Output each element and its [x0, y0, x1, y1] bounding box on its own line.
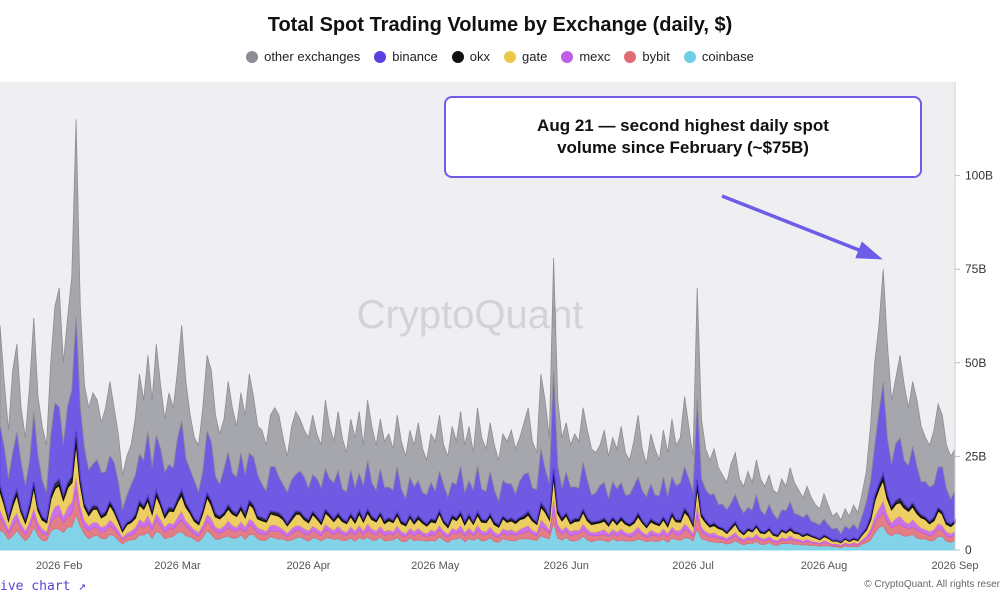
legend: other exchanges binance okx gate mexc bybit co… — [0, 49, 1000, 64]
legend-label: bybit — [642, 49, 670, 64]
legend-swatch — [374, 50, 387, 63]
y-axis: 0 25B 50B 75B 100B — [954, 82, 993, 557]
x-tick-label: 2026 Feb — [36, 560, 82, 572]
legend-label: okx — [469, 49, 490, 64]
legend-item[interactable]: coinbase — [683, 49, 754, 64]
x-tick-label: 2026 Aug — [801, 560, 848, 572]
annotation-text: Aug 21 — second highest daily spot volum… — [537, 116, 829, 157]
watermark: CryptoQuant — [357, 293, 584, 337]
x-tick-label: 2026 Sep — [931, 560, 978, 572]
y-tick-label: 25B — [965, 449, 986, 463]
legend-label: gate — [522, 49, 548, 64]
legend-label: coinbase — [701, 49, 754, 64]
legend-swatch — [624, 50, 637, 63]
legend-item[interactable]: other exchanges — [246, 49, 360, 64]
legend-item[interactable]: okx — [451, 49, 490, 64]
copyright-text: © CryptoQuant. All rights reser — [864, 579, 1000, 590]
legend-swatch — [561, 50, 574, 63]
legend-item[interactable]: gate — [504, 49, 547, 64]
legend-label: other exchanges — [264, 49, 361, 64]
legend-item[interactable]: mexc — [561, 49, 610, 64]
chart-title: Total Spot Trading Volume by Exchange (d… — [267, 14, 733, 36]
x-tick-label: 2026 Apr — [286, 560, 330, 572]
legend-item[interactable]: binance — [374, 49, 438, 64]
legend-swatch — [451, 50, 464, 63]
y-tick-label: 50B — [965, 356, 986, 370]
annotation-arrow-head — [855, 241, 883, 260]
annotation-arrow-line — [721, 194, 878, 259]
live-chart-link[interactable]: ive chart ↗ — [0, 579, 87, 594]
x-tick-label: 2026 Mar — [154, 560, 201, 572]
legend-label: binance — [392, 49, 438, 64]
legend-swatch — [246, 50, 259, 63]
legend-item[interactable]: bybit — [624, 49, 670, 64]
y-tick-label: 0 — [965, 543, 972, 557]
y-tick-label: 100B — [965, 169, 993, 183]
annotation-arrow — [721, 194, 883, 260]
x-tick-label: 2026 May — [411, 560, 460, 572]
annotation-callout: Aug 21 — second highest daily spot volum… — [444, 96, 922, 178]
y-tick-label: 75B — [965, 262, 986, 276]
x-axis: 2026 Feb 2026 Mar 2026 Apr 2026 May 2026 Jun… — [36, 560, 979, 572]
legend-swatch — [683, 50, 696, 63]
x-tick-label: 2026 Jun — [544, 560, 589, 572]
legend-swatch — [504, 50, 516, 63]
legend-label: mexc — [579, 49, 611, 64]
x-tick-label: 2026 Jul — [672, 560, 714, 572]
